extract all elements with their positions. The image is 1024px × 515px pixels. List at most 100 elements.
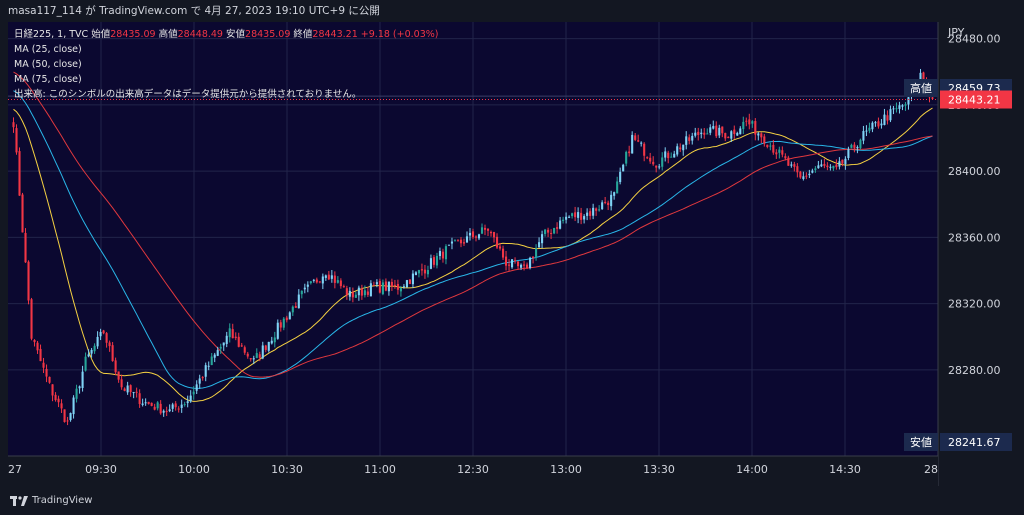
candle — [691, 132, 694, 145]
candle-body — [535, 248, 538, 257]
candle — [318, 281, 321, 284]
candle — [60, 399, 63, 414]
candle — [760, 132, 763, 144]
candle-body — [126, 385, 129, 393]
candle — [243, 345, 246, 355]
candle-body — [39, 348, 42, 362]
candle — [498, 242, 502, 251]
candle — [673, 150, 676, 158]
candle-body — [796, 166, 799, 173]
price-axis: JPY28480.0028440.0028400.0028360.0028320… — [904, 22, 1014, 486]
candle-body — [817, 165, 820, 169]
legend-ma25[interactable]: MA (25, close) — [14, 44, 82, 55]
candle — [420, 263, 423, 276]
candle-body — [165, 411, 168, 413]
candle-body — [186, 401, 189, 404]
candle — [48, 376, 51, 384]
candle — [504, 251, 508, 271]
candle — [414, 271, 417, 276]
candle — [538, 237, 541, 248]
candle-body — [661, 157, 664, 167]
candle-body — [757, 133, 760, 136]
candle-body — [655, 165, 658, 168]
candle — [306, 281, 309, 293]
legend-ohlc-row: 日経225, 1, TVC 始値28435.09 高値28448.49 安値28… — [14, 27, 438, 42]
price-lines — [8, 95, 938, 101]
candle-body — [480, 227, 484, 234]
candle — [417, 269, 420, 278]
candle — [841, 159, 844, 167]
candle — [24, 228, 27, 263]
candle-body — [559, 220, 562, 229]
candle — [811, 168, 814, 174]
candle-body — [673, 153, 676, 158]
candle-body — [222, 342, 225, 346]
candle-body — [679, 147, 682, 150]
price-tick-label: 28360.00 — [948, 231, 1001, 244]
candle — [12, 117, 15, 133]
tradingview-brand[interactable]: TradingView — [10, 495, 92, 506]
candle-body — [541, 234, 544, 244]
candle — [489, 230, 493, 237]
candle — [465, 231, 469, 243]
candle — [210, 352, 213, 366]
candle — [369, 280, 372, 297]
candle-body — [778, 149, 781, 153]
legend-ma50[interactable]: MA (50, close) — [14, 59, 82, 70]
candle — [312, 278, 315, 283]
candle — [679, 143, 682, 153]
candle — [108, 340, 111, 352]
candle-body — [874, 122, 877, 124]
candle — [619, 167, 622, 185]
candle-body — [895, 108, 898, 110]
candle-body — [886, 115, 889, 121]
candle-body — [294, 306, 297, 308]
candle-body — [144, 402, 147, 404]
candle — [372, 281, 375, 286]
candle-body — [685, 136, 688, 145]
candle — [198, 374, 201, 389]
candle — [147, 401, 150, 405]
candle-body — [871, 122, 874, 130]
legend-ma75[interactable]: MA (75, close) — [14, 74, 82, 85]
candle-body — [183, 404, 186, 406]
candle — [703, 127, 706, 139]
candle-body — [402, 286, 405, 288]
candle-body — [790, 164, 793, 166]
candle-body — [201, 377, 204, 379]
candle-body — [598, 209, 601, 211]
candle-body — [351, 292, 354, 298]
candle-body — [880, 123, 883, 126]
price-chart[interactable]: JPY28480.0028440.0028400.0028360.0028320… — [8, 22, 1014, 486]
candle — [826, 162, 829, 171]
candle — [574, 206, 577, 222]
candle-body — [814, 168, 817, 170]
candle-body — [664, 151, 667, 158]
candle — [273, 331, 276, 348]
candle-body — [180, 404, 183, 408]
candle — [345, 285, 348, 300]
chart-area[interactable]: JPY28480.0028440.0028400.0028360.0028320… — [8, 22, 1014, 486]
candle-body — [498, 246, 502, 249]
candle — [90, 347, 93, 358]
candle — [817, 160, 820, 169]
candle-body — [619, 171, 622, 183]
candle-body — [18, 151, 21, 196]
candle — [820, 159, 823, 168]
candle — [297, 289, 300, 309]
candle — [483, 224, 487, 236]
legend-open-label: 始値 — [91, 29, 111, 40]
candle-body — [513, 260, 517, 262]
candle-body — [330, 275, 333, 279]
candle-body — [135, 391, 138, 393]
candle — [559, 216, 562, 230]
candle — [724, 132, 727, 142]
candle-body — [919, 72, 922, 85]
time-tick-label: 27 — [8, 463, 22, 476]
candle-body — [264, 345, 267, 350]
time-tick-label: 28 — [924, 463, 938, 476]
candle — [520, 263, 523, 271]
candle — [405, 279, 408, 288]
candle-body — [850, 144, 853, 148]
candle — [823, 158, 826, 169]
